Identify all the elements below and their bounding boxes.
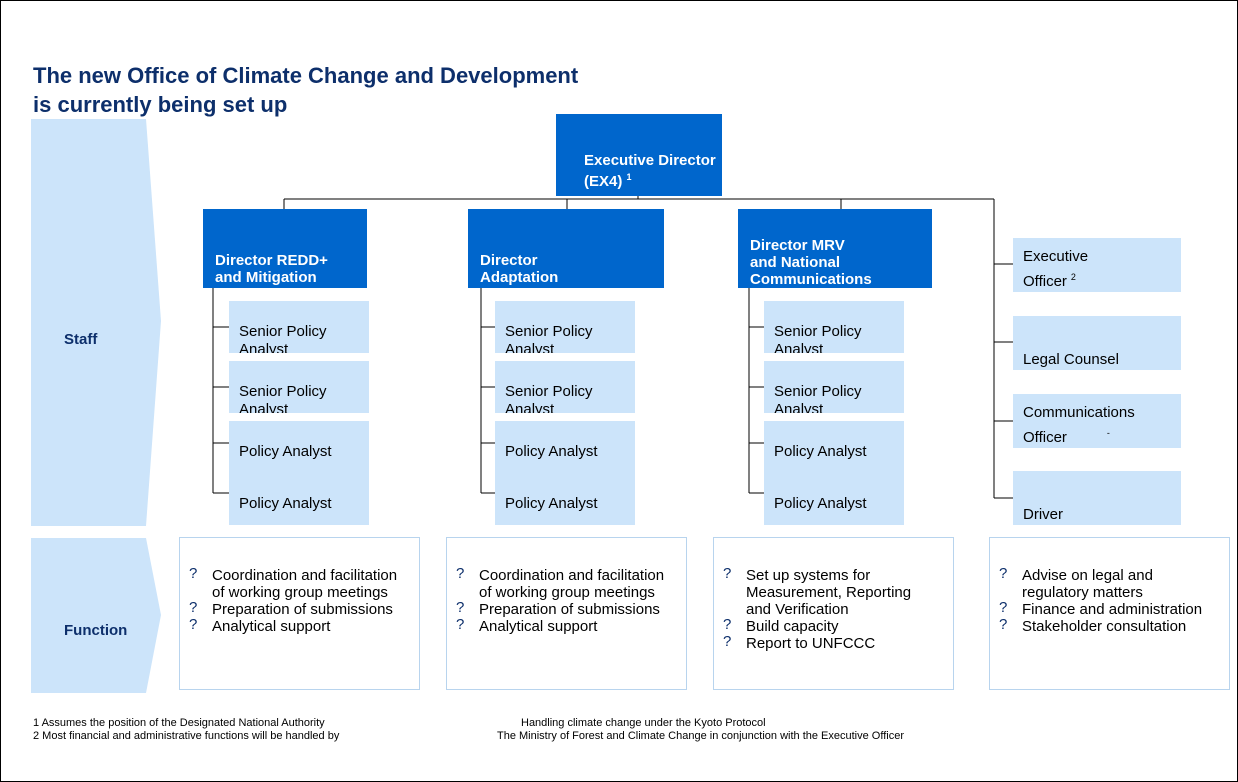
label: (EX4) xyxy=(584,173,623,190)
staff-chevron xyxy=(31,119,161,526)
function-item: Coordination and facilitation of working… xyxy=(479,567,665,601)
label: Senior Policy xyxy=(774,323,862,340)
label: (EX4) 1 xyxy=(584,169,722,190)
label: Officer 2 xyxy=(1023,272,1076,290)
label: Senior Policy xyxy=(239,323,327,340)
label: Policy Analyst xyxy=(505,443,598,460)
label: Director REDD+ xyxy=(215,252,328,269)
function-item: Advise on legal and regulatory matters xyxy=(1022,567,1153,601)
footnote: Handling climate change under the Kyoto … xyxy=(521,717,766,729)
executive-box: Executive Director (EX4) 1 xyxy=(556,114,722,196)
footnote: 1 Assumes the position of the Designated… xyxy=(33,717,325,729)
label: Policy Analyst xyxy=(774,495,867,512)
title: is currently being set up xyxy=(33,92,288,117)
label: Communications xyxy=(1023,404,1135,421)
bullet: ? xyxy=(723,633,732,650)
function-chevron xyxy=(31,538,161,693)
staff-box: Policy Analyst xyxy=(229,473,369,525)
label: Senior Policy xyxy=(505,383,593,400)
staff-box: Senior Policy Analyst xyxy=(495,361,635,413)
label: Communications xyxy=(750,271,872,288)
label: and Mitigation xyxy=(215,269,317,286)
function-item: Preparation of submissions xyxy=(479,601,660,618)
function-item: Set up systems for Measurement, Reportin… xyxy=(746,567,912,618)
bullet: ? xyxy=(189,616,198,633)
function-item: Coordination and facilitation of working… xyxy=(212,567,398,601)
staff-box: Senior Policy Analyst xyxy=(229,361,369,413)
staff-box: Legal Counsel xyxy=(1013,316,1181,370)
staff-box: Policy Analyst xyxy=(229,421,369,473)
label: Policy Analyst xyxy=(239,495,332,512)
note: 1 xyxy=(626,172,632,182)
bullet: ? xyxy=(999,565,1008,582)
label: Senior Policy xyxy=(774,383,862,400)
staff-box: Senior Policy Analyst xyxy=(764,361,904,413)
label: and National xyxy=(750,254,841,271)
function-item: Preparation of submissions xyxy=(212,601,393,618)
note: - xyxy=(1106,428,1110,438)
label: Analyst xyxy=(505,401,555,413)
bullet: ? xyxy=(456,599,465,616)
function-box xyxy=(713,537,954,690)
staff-box: Policy Analyst xyxy=(495,421,635,473)
row-label: Function xyxy=(64,622,128,639)
bullet: ? xyxy=(999,599,1008,616)
label: Driver xyxy=(1023,506,1063,523)
label: Director xyxy=(480,252,538,269)
function-item: Analytical support xyxy=(479,618,598,635)
director-box: Director MRV and National Communications xyxy=(738,209,932,288)
staff-box: Senior Policy Analyst xyxy=(229,301,369,353)
bullet: ? xyxy=(723,616,732,633)
label: Officer - xyxy=(1023,428,1110,446)
bullet: ? xyxy=(723,565,732,582)
label: Analyst xyxy=(239,341,289,353)
label: Senior Policy xyxy=(505,323,593,340)
bullet: ? xyxy=(456,565,465,582)
footnote: 2 Most financial and administrative func… xyxy=(33,730,340,742)
staff-box: Policy Analyst xyxy=(764,421,904,473)
function-item: Build capacity xyxy=(746,618,839,635)
staff-box: Senior Policy Analyst xyxy=(764,301,904,353)
bullet: ? xyxy=(189,599,198,616)
label: Adaptation xyxy=(480,269,559,286)
footnote: The Ministry of Forest and Climate Chang… xyxy=(497,730,904,742)
staff-box: Executive Officer 2 xyxy=(1013,238,1181,292)
function-item: Analytical support xyxy=(212,618,331,635)
bullet: ? xyxy=(189,565,198,582)
staff-box: Communications Officer - xyxy=(1013,394,1181,448)
lines xyxy=(212,196,1013,499)
label: Director MRV xyxy=(750,237,845,254)
label: Policy Analyst xyxy=(239,443,332,460)
bullet: ? xyxy=(999,616,1008,633)
director-box: Director REDD+ and Mitigation xyxy=(203,209,367,288)
label: Analyst xyxy=(774,341,824,353)
label: Analyst xyxy=(505,341,555,353)
staff-box: Driver xyxy=(1013,471,1181,525)
staff-box: Policy Analyst xyxy=(764,473,904,525)
bullet: ? xyxy=(456,616,465,633)
function-box xyxy=(446,537,687,690)
staff-box: Senior Policy Analyst xyxy=(495,301,635,353)
function-item: Report to UNFCCC xyxy=(746,635,876,652)
label: Legal Counsel xyxy=(1023,351,1119,368)
label: Policy Analyst xyxy=(505,495,598,512)
label: Analyst xyxy=(239,401,289,413)
label: Analyst xyxy=(774,401,824,413)
label: Executive xyxy=(1023,248,1089,265)
title: The new Office of Climate Change and Dev… xyxy=(33,63,579,88)
note: 2 xyxy=(1070,272,1076,282)
label: Senior Policy xyxy=(239,383,327,400)
function-box xyxy=(989,537,1230,690)
staff-box: Policy Analyst xyxy=(495,473,635,525)
function-item: Stakeholder consultation xyxy=(1022,618,1187,635)
function-box xyxy=(179,537,420,690)
function-item: Finance and administration xyxy=(1022,601,1203,618)
director-box: Director Adaptation xyxy=(468,209,664,288)
row-label: Staff xyxy=(64,331,98,348)
label: Executive Director xyxy=(584,152,716,169)
label: Policy Analyst xyxy=(774,443,867,460)
